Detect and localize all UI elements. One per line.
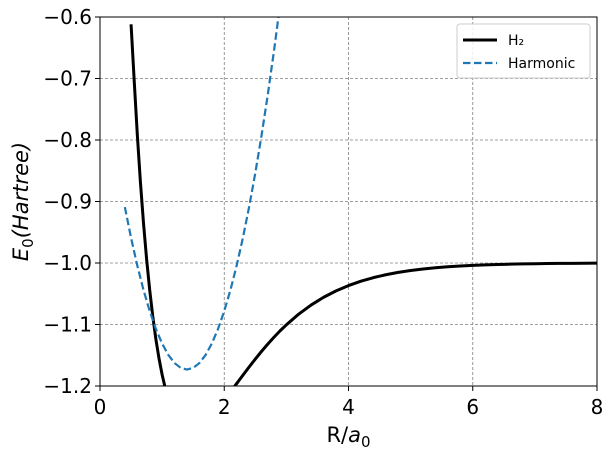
ticks: 0 2 4 6 8 −1.2 −1.1 −1.0 −0.9 −0.8 −0.7 −0.6 <box>43 5 603 419</box>
y-tick-label: −0.7 <box>43 67 92 91</box>
series-line-h2 <box>129 24 597 386</box>
x-tick-label: 2 <box>218 395 231 419</box>
legend: H₂ Harmonic <box>456 23 591 79</box>
y-axis-label-italic: E <box>9 247 33 261</box>
y-axis-label-sub: 0 <box>19 238 37 248</box>
y-tick-label: −1.1 <box>43 313 92 337</box>
x-axis-label: R/a0 <box>326 423 370 451</box>
x-axis-label-sub: 0 <box>361 433 371 451</box>
x-tick-label: 8 <box>591 395 604 419</box>
x-tick-label: 4 <box>342 395 355 419</box>
x-axis-label-main: R/ <box>326 423 349 447</box>
series-layer <box>123 17 597 386</box>
y-tick-label: −0.6 <box>43 5 92 29</box>
x-tick-label: 0 <box>94 395 107 419</box>
legend-box <box>456 23 591 79</box>
legend-label-harmonic: Harmonic <box>508 56 575 72</box>
y-tick-label: −0.9 <box>43 190 92 214</box>
x-tick-label: 6 <box>466 395 479 419</box>
x-axis-label-italic: a <box>348 423 361 447</box>
y-tick-label: −1.0 <box>43 251 92 275</box>
y-tick-label: −0.8 <box>43 128 92 152</box>
legend-label-h2: H₂ <box>508 33 524 49</box>
series-line-harmonic <box>123 17 280 371</box>
y-tick-label: −1.2 <box>43 374 92 398</box>
y-axis-label-rest: (Hartree) <box>9 142 33 238</box>
y-axis-label: E0(Hartree) <box>9 142 37 261</box>
